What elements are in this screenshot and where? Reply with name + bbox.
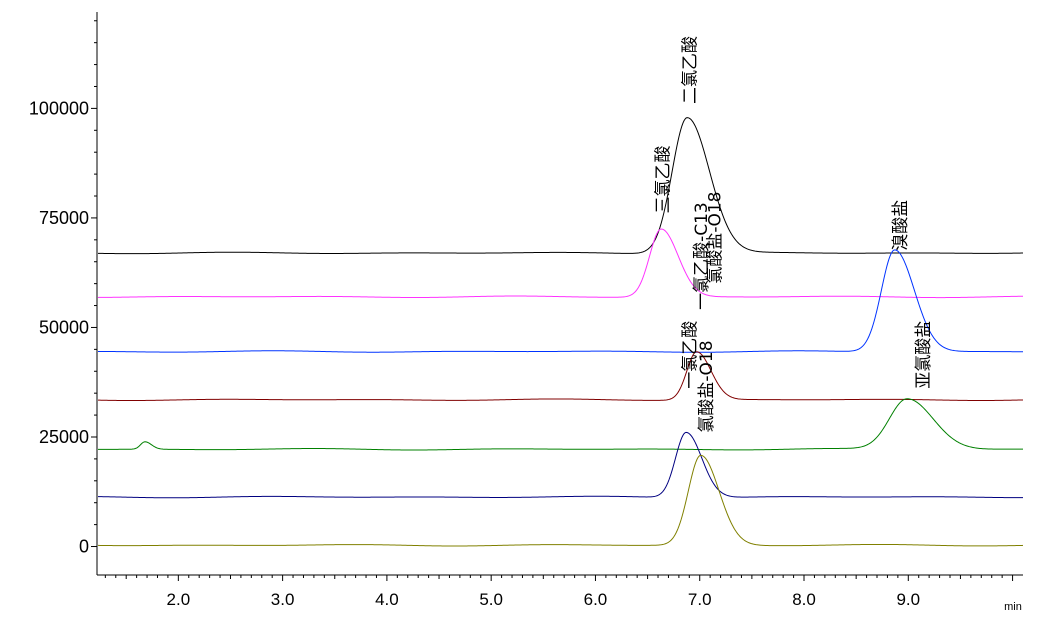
y-tick-label: 50000 bbox=[39, 317, 89, 337]
y-tick-label: 75000 bbox=[39, 208, 89, 228]
y-tick-label: 0 bbox=[79, 537, 89, 557]
peak-label: 一氯乙酸 bbox=[681, 321, 701, 389]
peak-label: 二氯乙酸 bbox=[681, 36, 701, 104]
trace-line bbox=[97, 228, 1024, 299]
x-axis: 2.0 3.0 4.0 5.0 6.0 7.0 8.0 9.0 bbox=[97, 574, 1023, 609]
x-tick-label: 2.0 bbox=[167, 590, 191, 609]
x-tick-label: 8.0 bbox=[792, 590, 816, 609]
peak-label: 亚氯酸盐 bbox=[914, 321, 934, 389]
x-tick-label: 4.0 bbox=[375, 590, 399, 609]
y-tick-label: 100000 bbox=[29, 98, 89, 118]
y-tick-label: 25000 bbox=[39, 427, 89, 447]
x-tick-label: 3.0 bbox=[271, 590, 295, 609]
trace-line bbox=[97, 431, 1023, 499]
x-axis-label: min bbox=[1004, 601, 1022, 613]
trace-line bbox=[97, 454, 1024, 547]
x-tick-label: 6.0 bbox=[584, 590, 608, 609]
x-tick-label: 5.0 bbox=[479, 590, 503, 609]
peak-label: 氯酸盐-O18 bbox=[697, 340, 717, 432]
peak-label: 三氯乙酸 bbox=[653, 146, 673, 214]
trace-line bbox=[97, 351, 1024, 402]
trace-group bbox=[97, 117, 1024, 547]
x-tick-label: 9.0 bbox=[896, 590, 920, 609]
x-tick-label: 7.0 bbox=[688, 590, 712, 609]
peak-label-group: 二氯乙酸三氯乙酸溴酸盐氯酸盐-O18一氯乙酸-C13亚氯酸盐一氯乙酸氯酸盐-O1… bbox=[653, 36, 934, 433]
peak-label: 氯酸盐-O18 bbox=[706, 191, 726, 283]
peak-label: 溴酸盐 bbox=[891, 200, 911, 251]
y-axis: 0 25000 50000 75000 100000 bbox=[29, 12, 98, 575]
trace-line bbox=[98, 249, 1023, 353]
trace-line bbox=[97, 117, 1024, 255]
peak-label: 一氯乙酸-C13 bbox=[692, 202, 712, 310]
trace-line bbox=[97, 398, 1023, 451]
